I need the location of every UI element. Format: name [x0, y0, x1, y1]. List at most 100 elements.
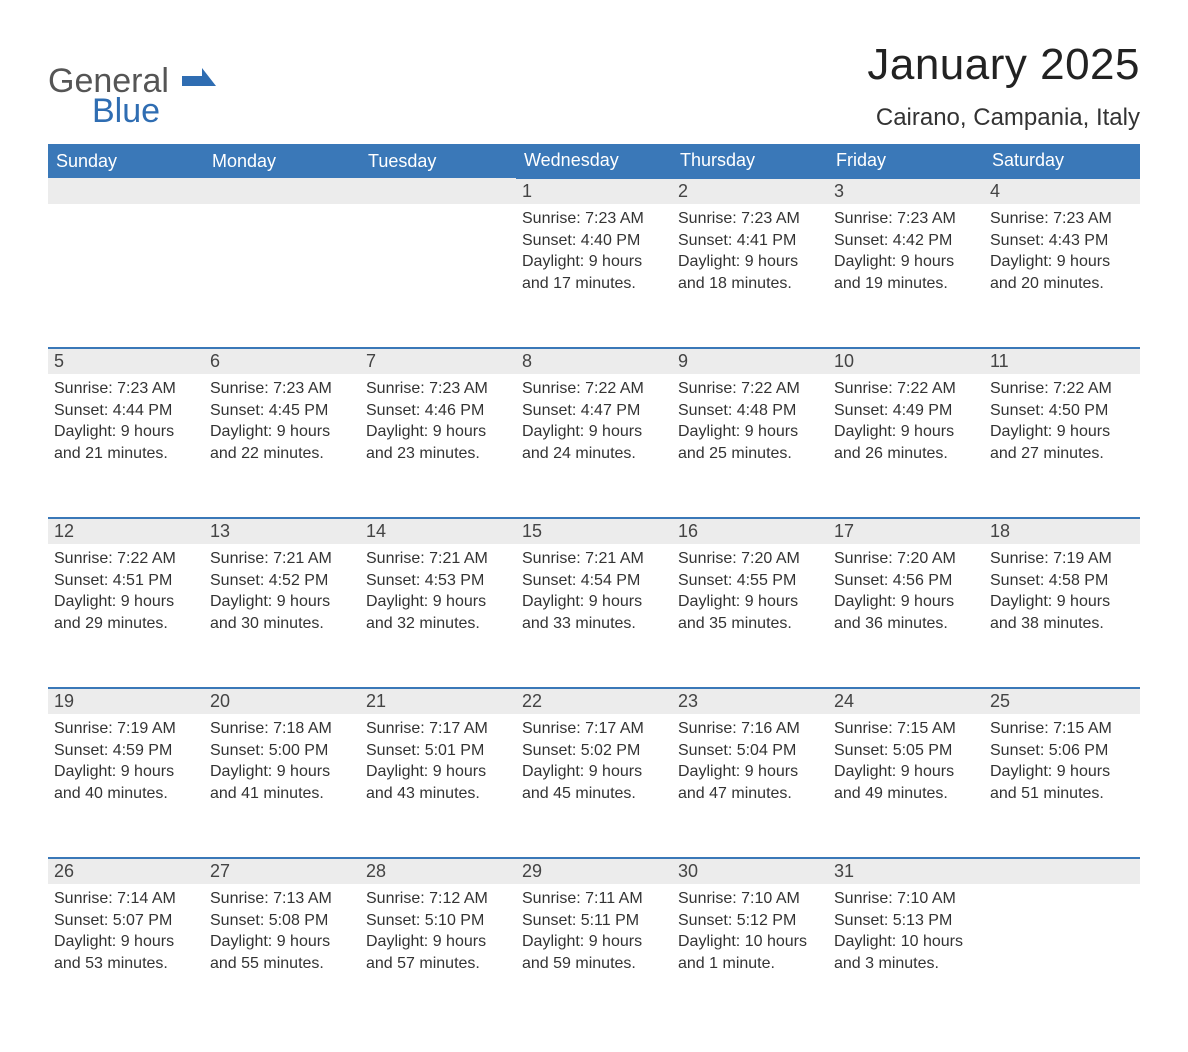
daylight-text: Daylight: 9 hours and 25 minutes. [678, 421, 822, 464]
day-number-row: 1234 [48, 178, 1140, 204]
sunset-text: Sunset: 5:05 PM [834, 740, 978, 762]
day-number-cell: 28 [360, 858, 516, 884]
sunset-text: Sunset: 4:59 PM [54, 740, 198, 762]
day-body: Sunrise: 7:23 AMSunset: 4:42 PMDaylight:… [828, 204, 984, 298]
day-body-cell: Sunrise: 7:22 AMSunset: 4:47 PMDaylight:… [516, 374, 672, 502]
day-number-cell: 7 [360, 348, 516, 374]
sunrise-text: Sunrise: 7:15 AM [834, 718, 978, 740]
location: Cairano, Campania, Italy [867, 104, 1140, 132]
sunset-text: Sunset: 5:02 PM [522, 740, 666, 762]
day-body: Sunrise: 7:16 AMSunset: 5:04 PMDaylight:… [672, 714, 828, 808]
daylight-text: Daylight: 9 hours and 18 minutes. [678, 251, 822, 294]
day-body: Sunrise: 7:23 AMSunset: 4:44 PMDaylight:… [48, 374, 204, 468]
day-body: Sunrise: 7:13 AMSunset: 5:08 PMDaylight:… [204, 884, 360, 978]
sunset-text: Sunset: 5:06 PM [990, 740, 1134, 762]
sunrise-text: Sunrise: 7:20 AM [834, 548, 978, 570]
sunrise-text: Sunrise: 7:23 AM [678, 208, 822, 230]
day-number-cell: 6 [204, 348, 360, 374]
day-body: Sunrise: 7:19 AMSunset: 4:59 PMDaylight:… [48, 714, 204, 808]
sunrise-text: Sunrise: 7:18 AM [210, 718, 354, 740]
daylight-text: Daylight: 9 hours and 35 minutes. [678, 591, 822, 634]
day-number-cell: 29 [516, 858, 672, 884]
day-body: Sunrise: 7:23 AMSunset: 4:41 PMDaylight:… [672, 204, 828, 298]
sunset-text: Sunset: 5:11 PM [522, 910, 666, 932]
daylight-text: Daylight: 9 hours and 21 minutes. [54, 421, 198, 464]
day-body-cell [360, 204, 516, 332]
day-number-cell [48, 178, 204, 204]
daylight-text: Daylight: 9 hours and 40 minutes. [54, 761, 198, 804]
day-body: Sunrise: 7:15 AMSunset: 5:06 PMDaylight:… [984, 714, 1140, 808]
logo-flag-icon [182, 58, 216, 92]
spacer-row [48, 842, 1140, 858]
day-number-cell: 1 [516, 178, 672, 204]
sunrise-text: Sunrise: 7:13 AM [210, 888, 354, 910]
spacer-row [48, 672, 1140, 688]
sunrise-text: Sunrise: 7:17 AM [366, 718, 510, 740]
day-number-cell: 15 [516, 518, 672, 544]
day-body-cell: Sunrise: 7:18 AMSunset: 5:00 PMDaylight:… [204, 714, 360, 842]
day-number-cell [360, 178, 516, 204]
sunset-text: Sunset: 4:55 PM [678, 570, 822, 592]
sunset-text: Sunset: 4:58 PM [990, 570, 1134, 592]
day-body: Sunrise: 7:21 AMSunset: 4:53 PMDaylight:… [360, 544, 516, 638]
sunrise-text: Sunrise: 7:19 AM [54, 718, 198, 740]
spacer-row [48, 332, 1140, 348]
sunrise-text: Sunrise: 7:23 AM [54, 378, 198, 400]
day-body-cell: Sunrise: 7:23 AMSunset: 4:41 PMDaylight:… [672, 204, 828, 332]
day-body-cell: Sunrise: 7:15 AMSunset: 5:05 PMDaylight:… [828, 714, 984, 842]
day-body-cell: Sunrise: 7:23 AMSunset: 4:44 PMDaylight:… [48, 374, 204, 502]
title-block: January 2025 Cairano, Campania, Italy [867, 40, 1140, 132]
sunset-text: Sunset: 4:50 PM [990, 400, 1134, 422]
daylight-text: Daylight: 9 hours and 22 minutes. [210, 421, 354, 464]
day-body-cell: Sunrise: 7:23 AMSunset: 4:40 PMDaylight:… [516, 204, 672, 332]
daylight-text: Daylight: 9 hours and 57 minutes. [366, 931, 510, 974]
sunrise-text: Sunrise: 7:23 AM [990, 208, 1134, 230]
day-body: Sunrise: 7:21 AMSunset: 4:54 PMDaylight:… [516, 544, 672, 638]
day-body-row: Sunrise: 7:22 AMSunset: 4:51 PMDaylight:… [48, 544, 1140, 672]
sunrise-text: Sunrise: 7:23 AM [834, 208, 978, 230]
sunrise-text: Sunrise: 7:17 AM [522, 718, 666, 740]
sunset-text: Sunset: 4:44 PM [54, 400, 198, 422]
weekday-header: Saturday [984, 144, 1140, 178]
day-body-cell: Sunrise: 7:23 AMSunset: 4:43 PMDaylight:… [984, 204, 1140, 332]
logo: General Blue [48, 40, 216, 128]
day-body-cell: Sunrise: 7:17 AMSunset: 5:02 PMDaylight:… [516, 714, 672, 842]
day-body-cell: Sunrise: 7:22 AMSunset: 4:51 PMDaylight:… [48, 544, 204, 672]
day-body: Sunrise: 7:22 AMSunset: 4:50 PMDaylight:… [984, 374, 1140, 468]
daylight-text: Daylight: 9 hours and 29 minutes. [54, 591, 198, 634]
day-body-cell: Sunrise: 7:20 AMSunset: 4:56 PMDaylight:… [828, 544, 984, 672]
weekday-header: Thursday [672, 144, 828, 178]
day-number-cell: 16 [672, 518, 828, 544]
sunrise-text: Sunrise: 7:15 AM [990, 718, 1134, 740]
weekday-header-row: Sunday Monday Tuesday Wednesday Thursday… [48, 144, 1140, 178]
day-body-cell [48, 204, 204, 332]
day-body-cell: Sunrise: 7:19 AMSunset: 4:58 PMDaylight:… [984, 544, 1140, 672]
day-body-cell: Sunrise: 7:22 AMSunset: 4:50 PMDaylight:… [984, 374, 1140, 502]
day-body-cell: Sunrise: 7:10 AMSunset: 5:13 PMDaylight:… [828, 884, 984, 1012]
weekday-header: Sunday [48, 144, 204, 178]
day-body-row: Sunrise: 7:23 AMSunset: 4:40 PMDaylight:… [48, 204, 1140, 332]
daylight-text: Daylight: 9 hours and 45 minutes. [522, 761, 666, 804]
day-number-cell: 24 [828, 688, 984, 714]
day-number-row: 567891011 [48, 348, 1140, 374]
day-body-cell: Sunrise: 7:13 AMSunset: 5:08 PMDaylight:… [204, 884, 360, 1012]
sunrise-text: Sunrise: 7:19 AM [990, 548, 1134, 570]
day-body-cell: Sunrise: 7:21 AMSunset: 4:52 PMDaylight:… [204, 544, 360, 672]
sunrise-text: Sunrise: 7:22 AM [54, 548, 198, 570]
day-body-cell: Sunrise: 7:15 AMSunset: 5:06 PMDaylight:… [984, 714, 1140, 842]
sunrise-text: Sunrise: 7:23 AM [366, 378, 510, 400]
day-number-row: 12131415161718 [48, 518, 1140, 544]
sunrise-text: Sunrise: 7:11 AM [522, 888, 666, 910]
daylight-text: Daylight: 9 hours and 24 minutes. [522, 421, 666, 464]
sunset-text: Sunset: 4:53 PM [366, 570, 510, 592]
day-body-cell [204, 204, 360, 332]
sunrise-text: Sunrise: 7:21 AM [366, 548, 510, 570]
daylight-text: Daylight: 9 hours and 19 minutes. [834, 251, 978, 294]
sunset-text: Sunset: 4:51 PM [54, 570, 198, 592]
day-number-cell: 12 [48, 518, 204, 544]
sunrise-text: Sunrise: 7:10 AM [834, 888, 978, 910]
sunrise-text: Sunrise: 7:22 AM [834, 378, 978, 400]
sunset-text: Sunset: 5:10 PM [366, 910, 510, 932]
day-number-cell: 9 [672, 348, 828, 374]
day-body: Sunrise: 7:11 AMSunset: 5:11 PMDaylight:… [516, 884, 672, 978]
